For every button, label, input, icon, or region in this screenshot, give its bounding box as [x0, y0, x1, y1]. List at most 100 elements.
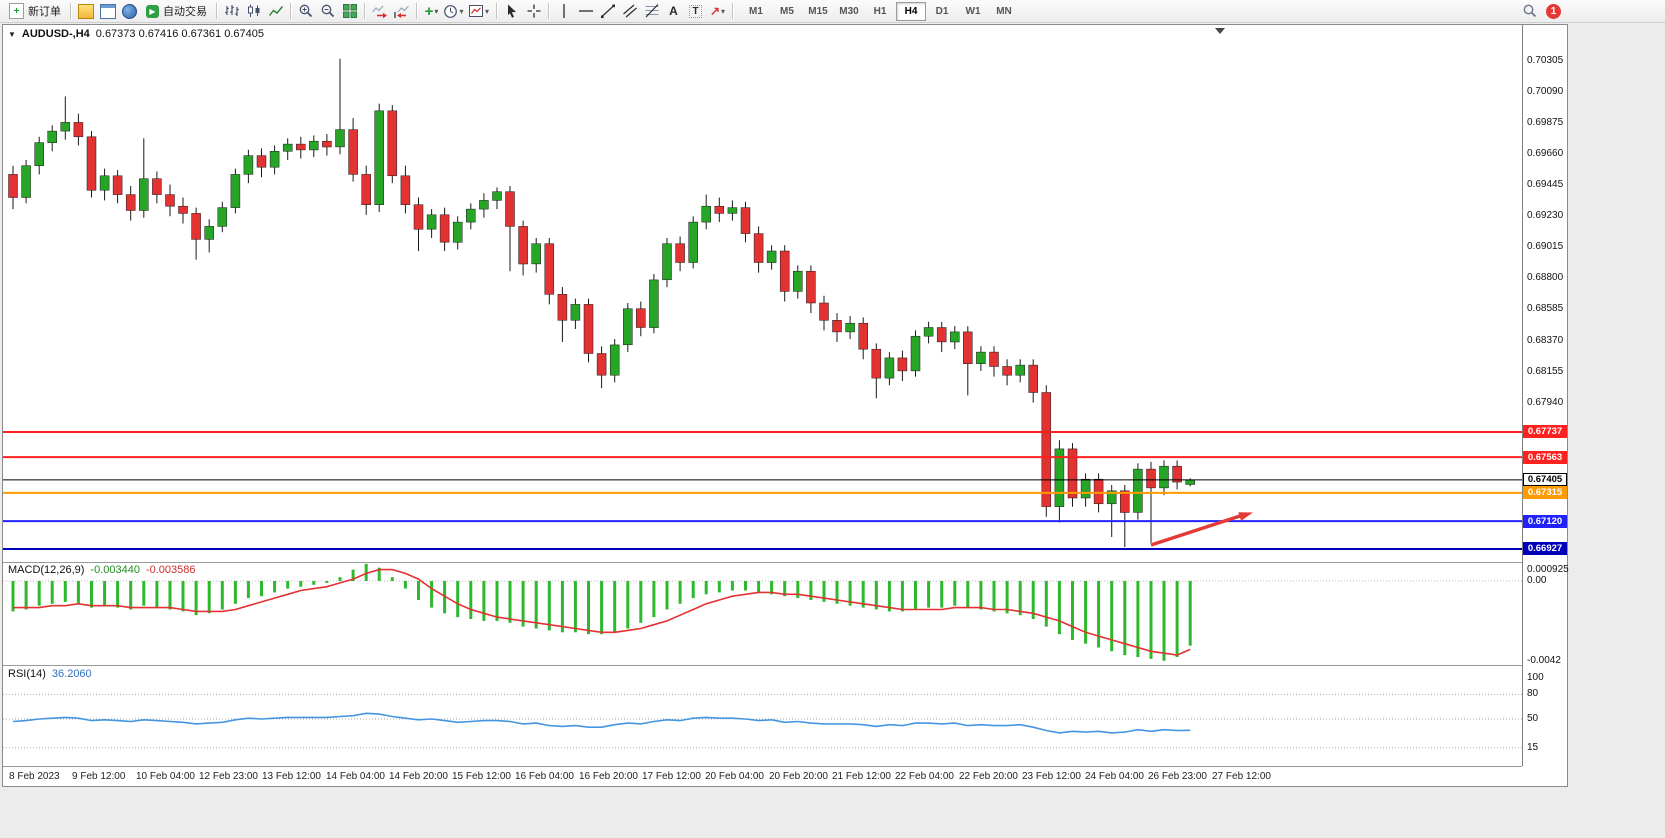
time-axis-label: 17 Feb 12:00 — [642, 771, 701, 782]
tile-windows-icon[interactable] — [339, 2, 360, 21]
timeframe-button-M30[interactable]: M30 — [839, 5, 859, 17]
price-axis-label: 0.67940 — [1527, 397, 1564, 408]
toolbar-separator — [290, 3, 291, 19]
rsi-axis-label: 50 — [1527, 713, 1539, 724]
time-axis-label: 16 Feb 04:00 — [515, 771, 574, 782]
timeframe-button-H4[interactable]: H4 — [896, 1, 926, 21]
price-axis-label: 0.69230 — [1527, 210, 1564, 221]
time-axis-label: 27 Feb 12:00 — [1212, 771, 1271, 782]
rsi-axis-label: 100 — [1527, 672, 1544, 683]
timeframe-button-M1[interactable]: M1 — [749, 5, 763, 17]
toolbar-right-group: 1 — [1519, 2, 1561, 21]
timeframe-button-MN[interactable]: MN — [996, 5, 1012, 17]
new-order-button[interactable]: + 新订单 — [4, 2, 66, 21]
new-order-icon: + — [9, 3, 24, 19]
chart-symbol-period: AUDUSD-,H4 — [21, 28, 90, 40]
macd-panel[interactable] — [3, 563, 1522, 665]
time-axis-label: 26 Feb 23:00 — [1148, 771, 1207, 782]
time-axis-label: 22 Feb 20:00 — [959, 771, 1018, 782]
bar-chart-icon[interactable] — [221, 2, 242, 21]
timeframe-button-H1[interactable]: H1 — [873, 5, 887, 17]
navigator-icon[interactable] — [119, 2, 140, 21]
fibonacci-tool-icon[interactable] — [641, 2, 662, 21]
arrow-annotation[interactable] — [1150, 512, 1253, 547]
line-chart-icon[interactable] — [265, 2, 286, 21]
price-axis[interactable]: 0.70305 0.70090 0.69875 0.69660 0.69445 0.692… — [1522, 25, 1569, 766]
auto-trading-label: 自动交易 — [163, 6, 207, 18]
chevron-down-icon: ▾ — [434, 6, 439, 16]
auto-scroll-icon[interactable] — [369, 2, 390, 21]
macd-signal-value: -0.003586 — [145, 564, 196, 576]
chart-menu-caret-icon[interactable]: ▼ — [8, 29, 16, 39]
price-line-label: 0.66927 — [1523, 542, 1567, 555]
panel-separator[interactable] — [3, 766, 1522, 767]
price-axis-label: 0.69015 — [1527, 241, 1564, 252]
toolbar-separator — [548, 3, 549, 19]
chart-ohlc-values: 0.67373 0.67416 0.67361 0.67405 — [95, 28, 264, 40]
macd-main-value: -0.003440 — [90, 564, 140, 576]
auto-trading-button[interactable]: ▶ 自动交易 — [141, 2, 212, 21]
macd-axis-label: -0.0042 — [1527, 655, 1561, 666]
time-axis-label: 22 Feb 04:00 — [895, 771, 954, 782]
periods-icon[interactable]: ▾ — [443, 2, 464, 21]
price-axis-label: 0.68585 — [1527, 303, 1564, 314]
cursor-icon[interactable] — [501, 2, 522, 21]
toolbar-separator — [70, 3, 71, 19]
toolbar: + 新订单 ▶ 自动交易 — [0, 0, 1665, 23]
indicators-icon[interactable]: + ▾ — [424, 2, 439, 20]
rsi-label: RSI(14) 36.2060 — [8, 668, 92, 680]
price-axis-label: 0.69660 — [1527, 148, 1564, 159]
macd-axis-label: 0.00 — [1527, 575, 1547, 586]
toolbar-separator — [364, 3, 365, 19]
macd-name: MACD(12,26,9) — [8, 564, 85, 576]
time-axis-label: 14 Feb 04:00 — [326, 771, 385, 782]
vertical-line-tool-icon[interactable] — [553, 2, 574, 21]
chart-shift-icon[interactable] — [391, 2, 412, 21]
channel-tool-icon[interactable] — [619, 2, 640, 21]
panel-separator[interactable] — [3, 562, 1522, 563]
candlestick-chart-icon[interactable] — [243, 2, 264, 21]
rsi-axis-label: 80 — [1527, 688, 1539, 699]
price-line-label: 0.67405 — [1523, 473, 1567, 486]
time-axis-label: 9 Feb 12:00 — [72, 771, 126, 782]
text-label-tool-icon[interactable]: T — [685, 2, 706, 21]
search-icon[interactable] — [1519, 2, 1540, 21]
data-window-icon[interactable] — [97, 2, 118, 21]
main-chart[interactable] — [3, 25, 1522, 562]
chart-shift-marker[interactable] — [1215, 28, 1225, 34]
timeframe-button-W1[interactable]: W1 — [965, 5, 981, 17]
text-tool-icon[interactable]: A — [669, 4, 678, 18]
rsi-axis-label: 15 — [1527, 742, 1539, 753]
time-axis-label: 23 Feb 12:00 — [1022, 771, 1081, 782]
toolbar-separator — [496, 3, 497, 19]
chart-window[interactable]: ▼ AUDUSD-,H4 0.67373 0.67416 0.67361 0.6… — [2, 24, 1569, 788]
timeframe-toolbar: M1 M5 M15 M30 H1 H4 D1 W1 MN — [741, 1, 1019, 21]
panel-separator[interactable] — [3, 665, 1522, 666]
macd-label: MACD(12,26,9) -0.003440 -0.003586 — [8, 564, 196, 576]
time-axis[interactable]: 8 Feb 2023 9 Feb 12:00 10 Feb 04:00 12 Feb … — [3, 767, 1522, 788]
zoom-out-icon[interactable] — [317, 2, 338, 21]
arrows-tool-icon[interactable]: ↗ ▾ — [709, 4, 726, 18]
timeframe-button-M5[interactable]: M5 — [780, 5, 794, 17]
price-axis-label: 0.68370 — [1527, 335, 1564, 346]
price-axis-label: 0.68800 — [1527, 272, 1564, 283]
rsi-name: RSI(14) — [8, 668, 46, 680]
time-axis-label: 12 Feb 23:00 — [199, 771, 258, 782]
price-axis-label: 0.69445 — [1527, 179, 1564, 190]
toolbar-separator — [416, 3, 417, 19]
chart-title: ▼ AUDUSD-,H4 0.67373 0.67416 0.67361 0.6… — [8, 28, 264, 40]
time-axis-label: 21 Feb 12:00 — [832, 771, 891, 782]
crosshair-icon[interactable] — [523, 2, 544, 21]
templates-icon[interactable]: ▾ — [465, 2, 492, 21]
timeframe-button-M15[interactable]: M15 — [808, 5, 828, 17]
rsi-panel[interactable] — [3, 666, 1522, 766]
zoom-in-icon[interactable] — [295, 2, 316, 21]
chevron-down-icon: ▾ — [721, 6, 726, 16]
trendline-tool-icon[interactable] — [597, 2, 618, 21]
timeframe-button-D1[interactable]: D1 — [935, 5, 949, 17]
horizontal-line-tool-icon[interactable] — [575, 2, 596, 21]
notification-badge[interactable]: 1 — [1546, 3, 1561, 19]
rsi-value: 36.2060 — [51, 668, 92, 680]
market-watch-icon[interactable] — [75, 2, 96, 21]
horizontal-lines — [3, 431, 1522, 550]
